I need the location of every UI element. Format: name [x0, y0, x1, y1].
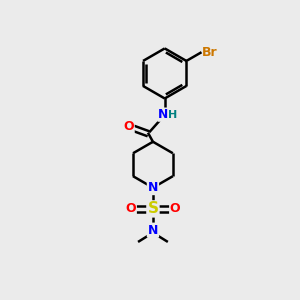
Text: O: O	[125, 202, 136, 215]
Text: N: N	[148, 181, 158, 194]
Text: S: S	[147, 201, 158, 216]
Text: H: H	[168, 110, 177, 120]
Text: N: N	[158, 108, 168, 121]
Text: O: O	[124, 120, 134, 133]
Text: O: O	[170, 202, 180, 215]
Text: N: N	[148, 224, 158, 237]
Text: Br: Br	[202, 46, 218, 59]
